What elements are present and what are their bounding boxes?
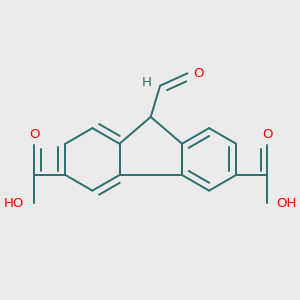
- Text: O: O: [193, 67, 203, 80]
- Text: H: H: [141, 76, 151, 89]
- Text: O: O: [29, 128, 39, 141]
- Text: OH: OH: [276, 196, 296, 210]
- Text: O: O: [262, 128, 273, 141]
- Text: HO: HO: [3, 196, 24, 210]
